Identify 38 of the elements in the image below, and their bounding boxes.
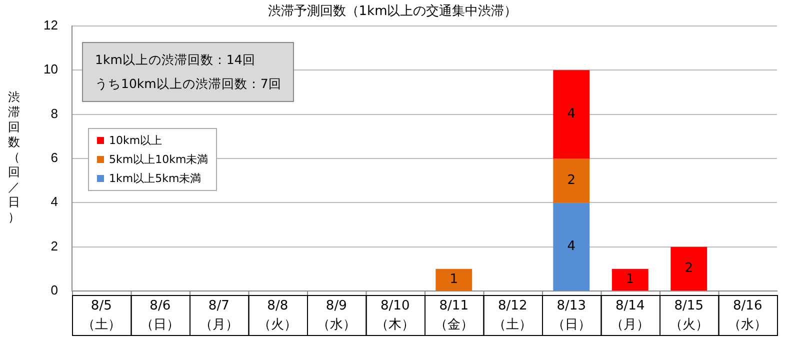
bar	[553, 158, 590, 203]
data-label: 1	[626, 272, 634, 288]
bar	[670, 246, 708, 290]
x-tick-label: 8/9（水）	[316, 298, 356, 332]
data-label: 4	[567, 238, 576, 254]
x-tick-label: 8/10（木）	[376, 298, 415, 332]
x-tick-label: 8/5（土）	[82, 298, 121, 332]
x-tick-label: 8/11（金）	[434, 298, 474, 332]
y-tick-label: 0	[50, 282, 58, 298]
data-label: 1	[450, 272, 458, 288]
legend-label: 1km以上5km未満	[108, 171, 202, 187]
x-tick-label: 8/15（火）	[669, 298, 708, 332]
chart-title: 渋滞予測回数（1km以上の交通集中渋滞）	[268, 4, 518, 19]
text: 渋滞回数（回／日）	[8, 90, 20, 224]
annotation: うち10km以上の渋滞回数：7回	[95, 75, 282, 93]
y-tick-label: 10	[44, 62, 58, 77]
bar	[553, 202, 590, 290]
y-tick-label: 6	[50, 150, 58, 166]
y-tick-label: 4	[50, 194, 58, 210]
data-label: 2	[684, 261, 694, 276]
annotation: 1km以上の渋滞回数：14回	[95, 51, 256, 69]
x-tick-label: 8/8（火）	[258, 298, 298, 332]
x-tick-label: 8/12（土）	[493, 298, 532, 332]
y-tick-label: 8	[50, 106, 58, 121]
legend-label: 10km以上	[108, 133, 164, 149]
bar	[553, 70, 590, 158]
bar	[612, 268, 648, 290]
data-label: 4	[567, 106, 576, 122]
bar	[436, 268, 472, 290]
y-tick-label: 2	[50, 238, 58, 254]
x-tick-label: 8/16（水）	[728, 298, 768, 332]
legend-label: 5km以上10km未満	[108, 152, 208, 168]
x-tick-label: 8/6（日）	[140, 298, 180, 332]
data-label: 2	[567, 172, 576, 188]
x-tick-label: 8/7（月）	[199, 298, 238, 332]
y-tick-label: 12	[44, 18, 58, 33]
x-tick-label: 8/14（月）	[610, 298, 650, 332]
x-tick-label: 8/13（日）	[552, 298, 591, 332]
